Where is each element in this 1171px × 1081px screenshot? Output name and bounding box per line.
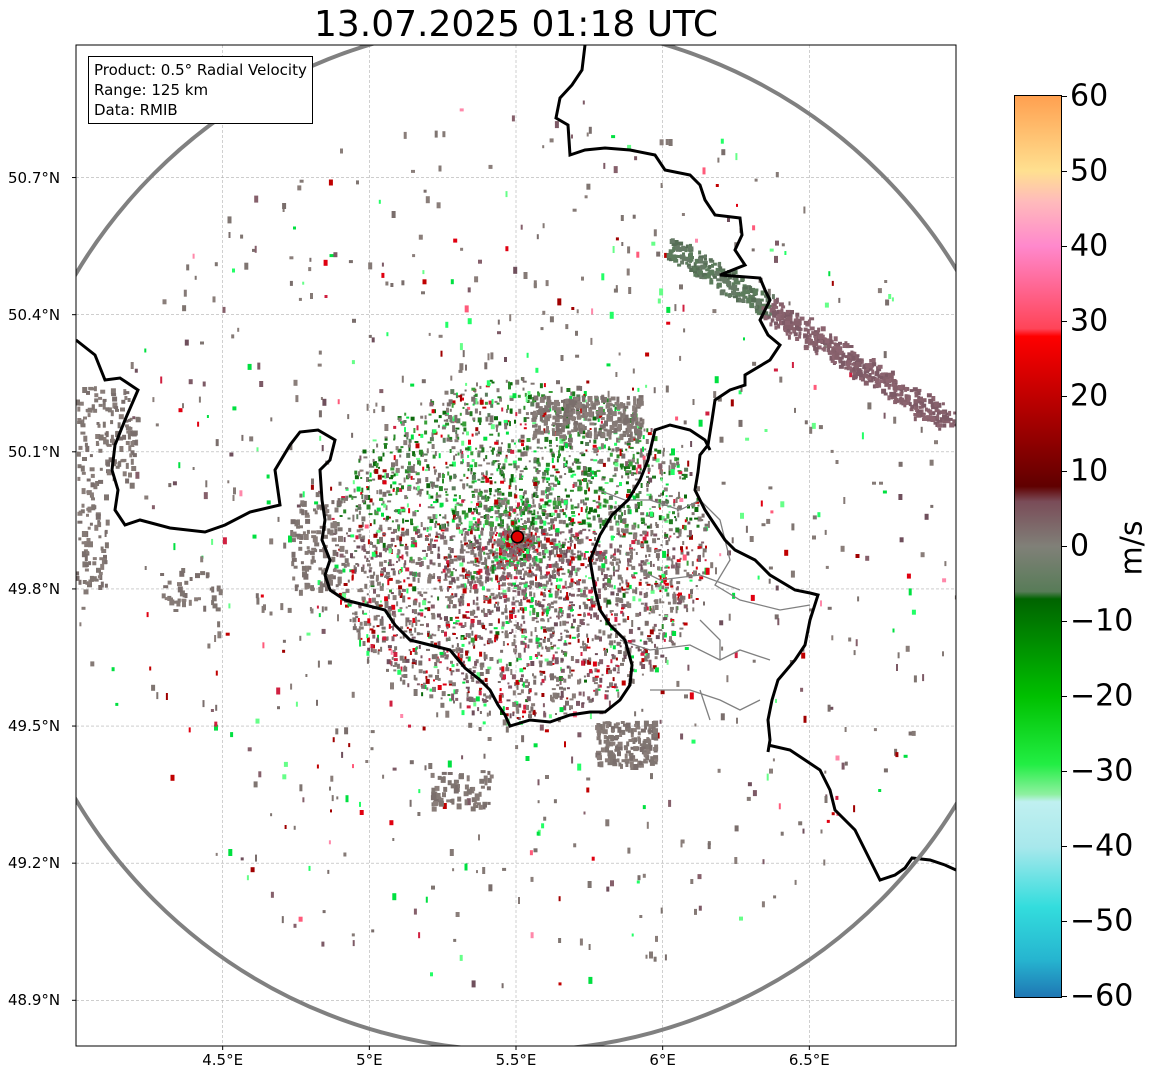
lat-tick-label: 49.8°N [8, 579, 61, 598]
info-range: Range: 125 km [94, 81, 209, 99]
colorbar-tick [1061, 996, 1067, 997]
colorbar-tick-label: −60 [1070, 978, 1134, 1014]
borders [76, 45, 956, 882]
lon-tick-label: 5°E [356, 1051, 383, 1069]
province-border [597, 489, 811, 721]
colorbar-tick-label: 40 [1070, 228, 1109, 264]
colorbar-tick [1061, 396, 1067, 397]
colorbar-tick [1061, 846, 1067, 847]
lon-tick-label: 5.5°E [495, 1051, 537, 1069]
info-data-source: Data: RMIB [94, 101, 178, 119]
country-border-east [767, 743, 956, 882]
colorbar-tick [1061, 96, 1067, 97]
lat-tick-label: 48.9°N [8, 991, 61, 1010]
colorbar-tick [1061, 171, 1067, 172]
colorbar-tick-label: −30 [1070, 753, 1134, 789]
colorbar-tick [1061, 921, 1067, 922]
lat-ticks [72, 177, 76, 1001]
colorbar-tick-label: 20 [1070, 378, 1109, 414]
colorbar-tick-label: −40 [1070, 828, 1134, 864]
colorbar-tick-label: 30 [1070, 303, 1109, 339]
colorbar-tick [1061, 771, 1067, 772]
lon-tick-label: 6.5°E [788, 1051, 830, 1069]
colorbar-tick [1061, 321, 1067, 322]
lon-tick-label: 4.5°E [202, 1051, 244, 1069]
colorbar-tick-label: 0 [1070, 528, 1090, 564]
colorbar-tick-label: −50 [1070, 903, 1134, 939]
country-border-north [554, 45, 820, 753]
colorbar-tick [1061, 621, 1067, 622]
colorbar-tick-label: −20 [1070, 678, 1134, 714]
info-product: Product: 0.5° Radial Velocity [94, 61, 307, 79]
radar-echoes [76, 100, 956, 989]
colorbar-tick [1061, 696, 1067, 697]
colorbar-tick [1061, 471, 1067, 472]
colorbar-tick [1061, 546, 1067, 547]
colorbar-unit-label: m/s [1114, 520, 1150, 576]
map-title: 13.07.2025 01:18 UTC [313, 4, 719, 45]
lat-tick-label: 49.5°N [8, 717, 61, 736]
lon-ticks [222, 1046, 810, 1050]
colorbar-tick-label: 10 [1070, 453, 1109, 489]
lat-tick-label: 50.7°N [8, 168, 61, 187]
info-box: Product: 0.5° Radial Velocity Range: 125… [88, 56, 313, 124]
colorbar-tick-label: −10 [1070, 603, 1134, 639]
colorbar-tick [1061, 246, 1067, 247]
lat-tick-label: 49.2°N [8, 854, 61, 873]
colorbar-tick-label: 50 [1070, 153, 1109, 189]
colorbar [1014, 95, 1062, 998]
lat-tick-label: 50.1°N [8, 442, 61, 461]
lon-tick-label: 6°E [649, 1051, 676, 1069]
radar-site-marker[interactable] [510, 530, 525, 544]
colorbar-tick-label: 60 [1070, 78, 1109, 114]
country-border-west [76, 338, 712, 728]
lat-tick-label: 50.4°N [8, 305, 61, 324]
